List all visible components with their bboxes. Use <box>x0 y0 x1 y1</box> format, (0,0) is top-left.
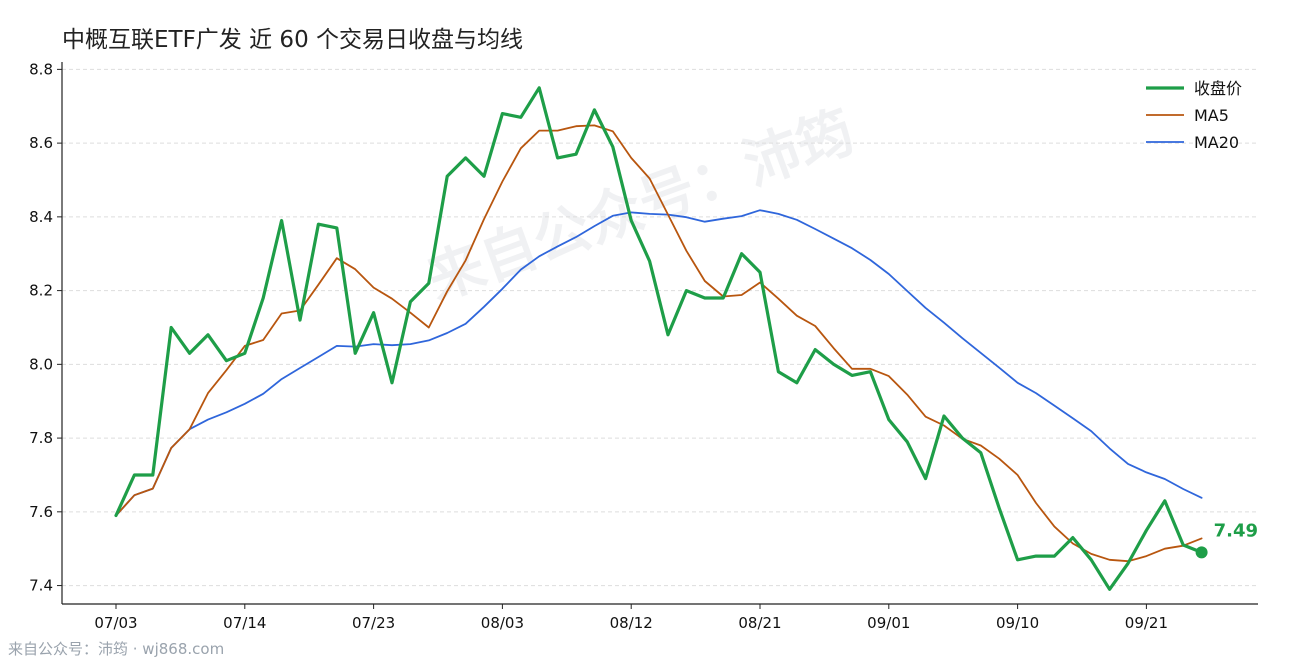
x-tick-label: 07/23 <box>352 614 395 632</box>
chart-title: 中概互联ETF广发 近 60 个交易日收盘与均线 <box>62 27 524 53</box>
grid-lines <box>62 68 1258 587</box>
y-tick-label: 8.4 <box>29 208 53 226</box>
series-line-ma20 <box>115 209 1203 517</box>
x-tick-label: 07/14 <box>223 614 266 632</box>
last-close-label: 7.49 <box>1214 520 1258 541</box>
y-tick-label: 7.6 <box>29 503 53 521</box>
annotations: 7.49 <box>1195 520 1258 559</box>
x-tick-label: 08/03 <box>481 614 524 632</box>
y-tick-label: 8.2 <box>29 282 53 300</box>
legend-label: MA20 <box>1194 133 1239 152</box>
x-tick-label: 09/21 <box>1125 614 1168 632</box>
x-tick-label: 09/10 <box>996 614 1039 632</box>
y-tick-label: 7.4 <box>29 577 53 595</box>
x-tick-label: 09/01 <box>867 614 910 632</box>
x-tick-label: 07/03 <box>94 614 137 632</box>
y-tick-label: 8.0 <box>29 355 53 373</box>
y-tick-label: 8.8 <box>29 60 53 78</box>
series-line-ma5 <box>115 124 1203 563</box>
series-line-close <box>114 86 1204 591</box>
last-close-marker <box>1195 546 1208 559</box>
legend-label: 收盘价 <box>1194 79 1242 98</box>
x-tick-label: 08/12 <box>610 614 653 632</box>
y-tick-label: 7.8 <box>29 429 53 447</box>
series-lines <box>114 86 1204 591</box>
x-tick-label: 08/21 <box>738 614 781 632</box>
legend: 收盘价 MA5 MA20 <box>1146 79 1242 152</box>
footer-credit: 来自公众号：沛筠 · wj868.com <box>8 640 225 658</box>
y-tick-label: 8.6 <box>29 134 53 152</box>
legend-label: MA5 <box>1194 106 1229 125</box>
axes: 7.4 7.6 7.8 8.0 8.2 8.4 8.6 8.8 07/03 07/14 07/23 0… <box>29 60 1258 632</box>
